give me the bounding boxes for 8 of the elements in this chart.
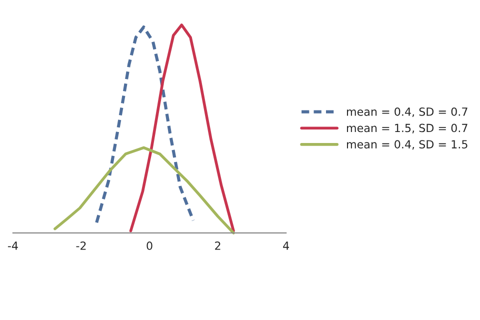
x-tick-label: 2 — [215, 241, 220, 250]
legend-label: mean = 1.5, SD = 0.7 — [346, 124, 468, 134]
x-tick-label: 4 — [283, 242, 289, 250]
legend-label: mean = 0.4, SD = 1.5 — [346, 140, 468, 150]
x-tick-label: 0 — [146, 241, 152, 250]
legend-label: mean = 0.4, SD = 0.7 — [346, 107, 468, 118]
x-tick-label: -2 — [76, 241, 86, 250]
x-tick-label: -4 — [8, 242, 18, 250]
